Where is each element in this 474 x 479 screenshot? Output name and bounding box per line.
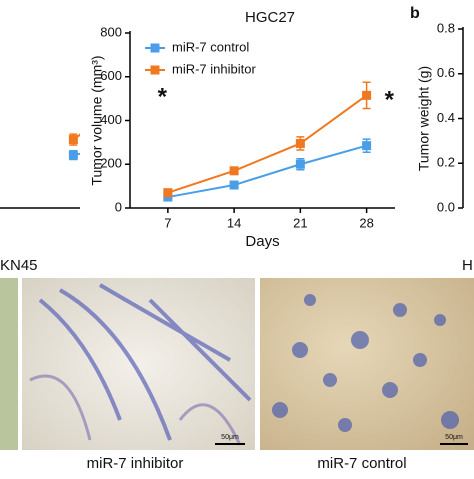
data-point (68, 150, 78, 160)
legend-marker (150, 65, 160, 75)
caption: miR-7 inhibitor (87, 455, 184, 472)
x-tick-label: 14 (227, 215, 241, 230)
image-left-edge (0, 278, 18, 450)
scale-bar-label: 50μm (221, 434, 239, 441)
legend-label: miR-7 inhibitor (172, 61, 256, 76)
error-bar (136, 130, 144, 154)
y-tick-label: 0.6 (437, 65, 455, 80)
data-point (229, 180, 239, 190)
image-inhibitor (22, 278, 255, 450)
panel-letter: b (410, 5, 420, 22)
data-point (68, 135, 78, 145)
chart-title: HGC27 (245, 9, 295, 26)
y-axis-label: Tumor volume (mm³) (89, 55, 105, 185)
legend-label: miR-7 control (172, 39, 249, 54)
x-tick-label: 28 (132, 215, 146, 230)
significance-mark: * (158, 83, 168, 110)
error-bar (136, 79, 144, 105)
chart: 28 (0, 79, 146, 230)
series-line (167, 144, 367, 199)
significance-mark: * (385, 87, 395, 114)
y-tick-label: 0.0 (437, 199, 455, 214)
micrographs: 50μm 50μm KN45 H miR-7 inhibitor miR-7 c… (0, 257, 474, 472)
y-tick-label: 0 (115, 199, 122, 214)
panel-title: KN45 (0, 257, 38, 274)
data-point (295, 138, 305, 148)
data-point (135, 137, 144, 146)
data-point (135, 88, 144, 97)
y-tick-label: 400 (100, 112, 122, 127)
legend-marker (150, 43, 160, 53)
data-point (362, 141, 372, 151)
caption: miR-7 control (317, 455, 406, 472)
y-tick-label: 0.8 (437, 20, 455, 35)
x-axis-label: Days (245, 233, 279, 250)
scale-bar-label: 50μm (445, 434, 463, 441)
panel-title: H (462, 257, 473, 274)
series-line (167, 94, 368, 194)
y-tick-label: 200 (100, 156, 122, 171)
x-tick-label: 28 (359, 215, 373, 230)
y-tick-label: 800 (100, 24, 122, 39)
chart: 7 14 21 28 (130, 81, 395, 230)
data-point (163, 188, 173, 198)
x-tick-label: 21 (293, 215, 307, 230)
image-control (260, 278, 474, 450)
y-axis-label: Tumor weight (g) (416, 66, 432, 171)
y-tick-label: 0.2 (437, 155, 455, 170)
data-point (295, 159, 305, 169)
y-tick-label: 600 (100, 68, 122, 83)
x-tick-label: 7 (164, 215, 171, 230)
y-tick-label: 0.4 (437, 110, 455, 125)
data-point (229, 166, 239, 176)
data-point (362, 90, 372, 100)
